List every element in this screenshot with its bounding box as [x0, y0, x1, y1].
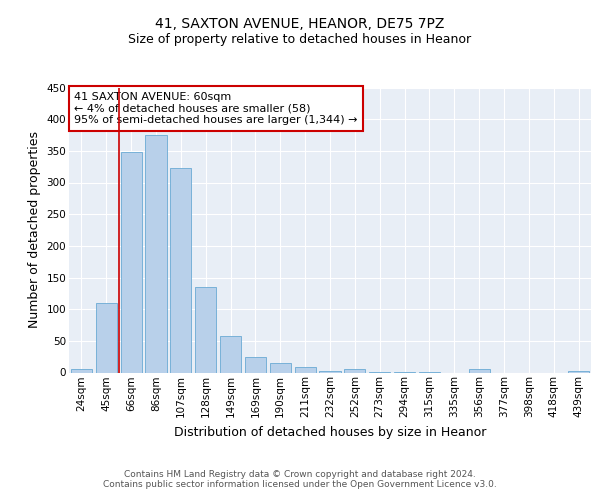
Bar	[344, 370, 365, 372]
Bar	[270, 363, 291, 372]
Bar	[469, 370, 490, 372]
Bar	[195, 287, 216, 372]
Y-axis label: Number of detached properties: Number of detached properties	[28, 132, 41, 328]
Text: 41 SAXTON AVENUE: 60sqm
← 4% of detached houses are smaller (58)
95% of semi-det: 41 SAXTON AVENUE: 60sqm ← 4% of detached…	[74, 92, 358, 125]
Bar	[121, 152, 142, 372]
Bar	[145, 135, 167, 372]
Bar	[319, 370, 341, 372]
X-axis label: Distribution of detached houses by size in Heanor: Distribution of detached houses by size …	[174, 426, 486, 438]
Text: 41, SAXTON AVENUE, HEANOR, DE75 7PZ: 41, SAXTON AVENUE, HEANOR, DE75 7PZ	[155, 18, 445, 32]
Bar	[220, 336, 241, 372]
Bar	[295, 368, 316, 372]
Bar	[170, 168, 191, 372]
Text: Size of property relative to detached houses in Heanor: Size of property relative to detached ho…	[128, 32, 472, 46]
Bar	[245, 356, 266, 372]
Bar	[568, 371, 589, 372]
Text: Contains HM Land Registry data © Crown copyright and database right 2024.
Contai: Contains HM Land Registry data © Crown c…	[103, 470, 497, 489]
Bar	[71, 370, 92, 372]
Bar	[96, 303, 117, 372]
